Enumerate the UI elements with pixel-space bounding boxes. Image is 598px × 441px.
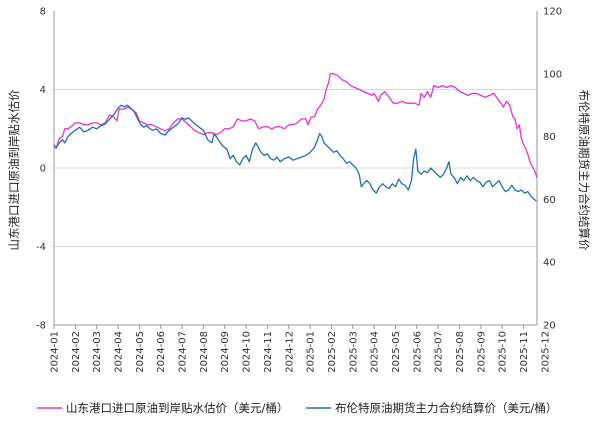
left-tick-label-3: 4 — [40, 85, 46, 96]
series-line-1 — [53, 104, 537, 202]
right-tick-label-4: 100 — [543, 69, 562, 80]
left-tick-label-2: 0 — [40, 164, 46, 175]
x-tick-label-10: 2024-11 — [263, 331, 274, 373]
x-tick-label-16: 2025-05 — [391, 331, 402, 373]
x-tick-label-14: 2025-03 — [348, 331, 359, 373]
x-tick-label-20: 2025-09 — [476, 331, 487, 373]
legend: 山东港口进口原油到岸贴水估价（美元/桶） 布伦特原油期货主力合约结算价（美元/桶… — [37, 401, 557, 415]
x-tick-label-7: 2024-08 — [199, 331, 210, 373]
x-tick-label-23: 2025-12 — [540, 331, 551, 373]
right-tick-label-5: 120 — [543, 7, 562, 18]
x-tick-label-19: 2025-08 — [455, 331, 466, 373]
x-tick-label-4: 2024-05 — [135, 331, 146, 373]
x-tick-label-21: 2025-10 — [498, 331, 509, 373]
x-tick-label-22: 2025-11 — [519, 331, 530, 373]
left-tick-label-1: -4 — [36, 242, 46, 253]
left-tick-label-0: -8 — [36, 321, 46, 332]
x-tick-label-13: 2025-02 — [327, 331, 338, 373]
left-tick-label-4: 8 — [40, 7, 46, 18]
x-tick-label-15: 2025-04 — [370, 331, 381, 373]
right-tick-label-2: 60 — [543, 195, 556, 206]
right-axis-title: 布伦特原油期货主力合约结算价 — [577, 90, 591, 251]
x-tick-label-6: 2024-07 — [178, 331, 189, 373]
x-tick-label-2: 2024-03 — [92, 331, 103, 373]
x-tick-label-5: 2024-06 — [156, 331, 167, 373]
x-tick-label-17: 2025-06 — [412, 331, 423, 373]
x-tick-label-9: 2024-10 — [242, 331, 253, 373]
x-ticks: 2024-01 2024-02 2024-03 2024-04 2024-05 2024-… — [50, 325, 551, 373]
x-tick-label-12: 2025-01 — [306, 331, 317, 373]
right-tick-label-3: 80 — [543, 132, 556, 143]
x-tick-label-11: 2024-12 — [284, 331, 295, 373]
right-tick-label-1: 40 — [543, 258, 556, 269]
x-tick-label-0: 2024-01 — [50, 331, 61, 373]
left-axis-title: 山东港口进口原油到岸贴水估价 — [7, 89, 21, 250]
x-tick-label-3: 2024-04 — [114, 331, 125, 373]
gridlines — [54, 89, 537, 247]
x-tick-label-18: 2025-07 — [434, 331, 445, 373]
legend-label-brent: 布伦特原油期货主力合约结算价（美元/桶） — [335, 401, 557, 415]
x-tick-label-8: 2024-09 — [220, 331, 231, 373]
right-tick-label-0: 20 — [543, 321, 556, 332]
x-tick-label-1: 2024-02 — [71, 331, 82, 373]
series-lines — [53, 73, 538, 202]
left-y-ticks: -8 -4 0 4 8 — [36, 7, 46, 332]
legend-label-premium: 山东港口进口原油到岸贴水估价（美元/桶） — [66, 401, 288, 415]
plot-frame — [53, 11, 538, 326]
right-y-ticks: 20 40 60 80 100 120 — [543, 7, 562, 332]
